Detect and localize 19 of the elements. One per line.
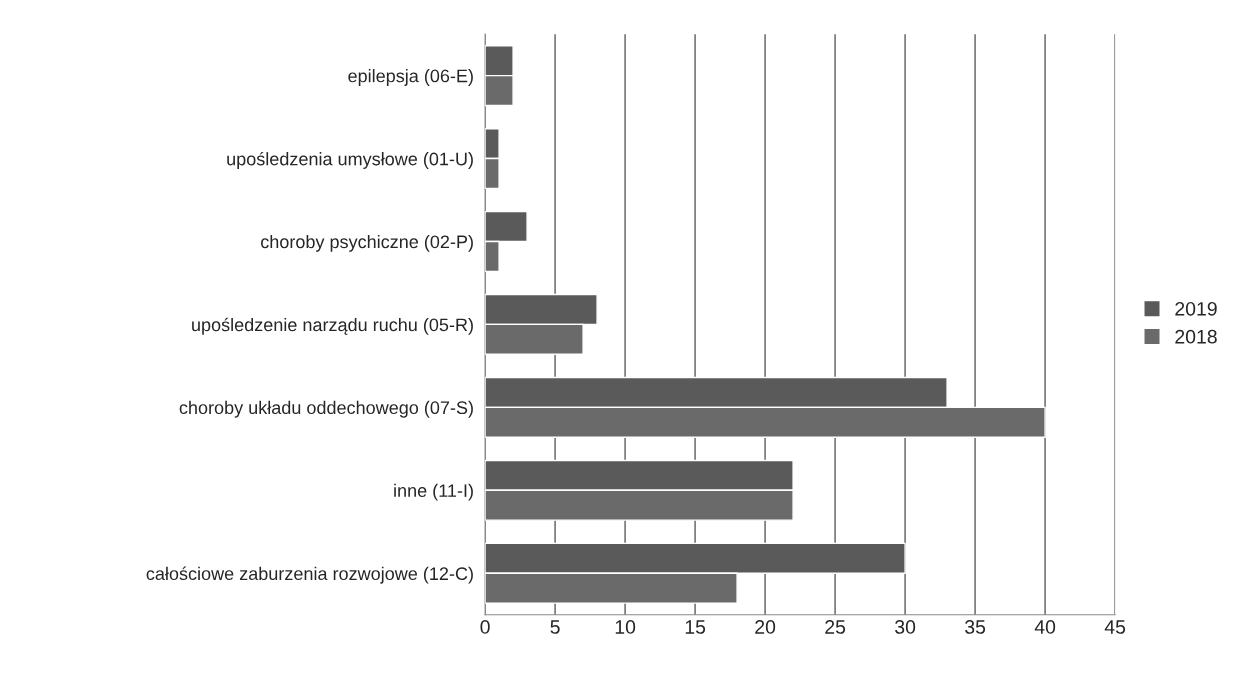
x-tick-label: 35 (965, 620, 986, 634)
y-tick-label: upośledzenia umysłowe (01-U) (227, 151, 473, 169)
x-tick-label: 5 (550, 620, 560, 634)
y-tick-label: upośledzenie narządu ruchu (05-R) (192, 317, 473, 335)
x-tick-label: 0 (480, 620, 490, 634)
legend-label: 2019 (1175, 301, 1217, 316)
y-tick-label: epilepsja (06-E) (348, 69, 473, 86)
x-tick-label: 20 (755, 620, 776, 634)
x-tick-label: 15 (685, 620, 706, 634)
y-tick-label: inne (11-I) (394, 483, 473, 501)
legend-label: 2018 (1175, 329, 1217, 344)
x-tick-label: 30 (895, 620, 916, 634)
x-tick-label: 10 (615, 620, 636, 634)
y-tick-label: całościowe zaburzenia rozwojowe (12-C) (146, 566, 473, 584)
y-tick-label: choroby układu oddechowego (07-S) (179, 400, 473, 418)
x-tick-label: 40 (1034, 620, 1056, 634)
y-tick-label: choroby psychiczne (02-P) (261, 234, 473, 252)
x-tick-label: 45 (1104, 620, 1126, 634)
x-tick-label: 25 (825, 620, 846, 634)
